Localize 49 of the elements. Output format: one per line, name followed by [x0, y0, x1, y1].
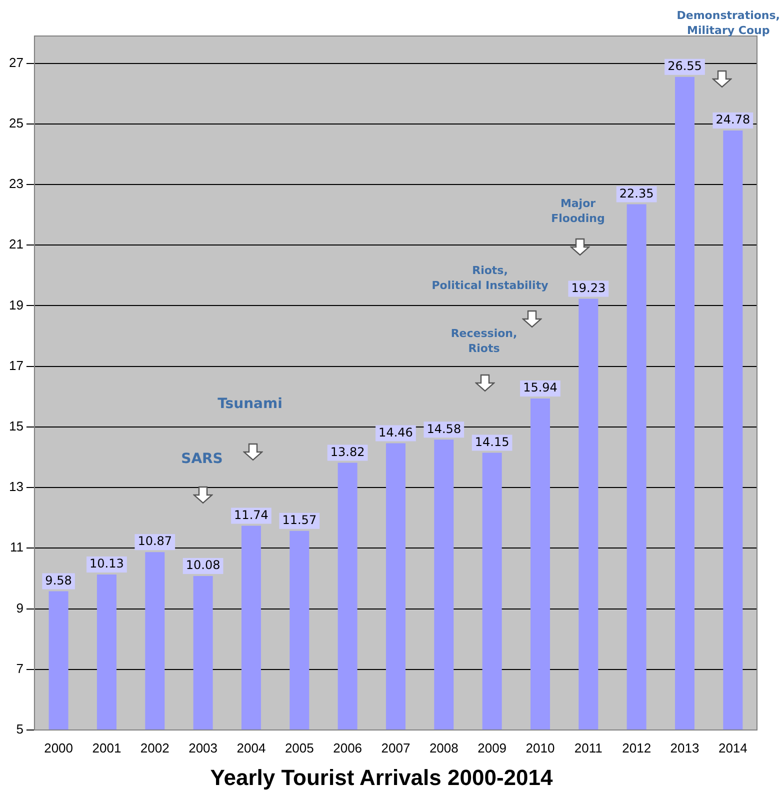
- data-label: 10.87: [138, 534, 172, 548]
- y-tick-label: 11: [10, 540, 24, 555]
- data-label: 14.15: [474, 434, 510, 449]
- x-tick-label: 2000: [44, 740, 74, 756]
- data-label: 10.08: [186, 558, 220, 572]
- data-label: 10.13: [90, 556, 124, 571]
- data-label: 9.58: [45, 573, 72, 588]
- annotation: Recession, Riots: [450, 326, 518, 356]
- data-label: 14.46: [378, 425, 413, 440]
- y-tick-label: 13: [8, 479, 24, 494]
- data-label: 11.74: [234, 508, 268, 522]
- annotation: Tsunami: [218, 396, 282, 412]
- data-label: 19.23: [571, 280, 606, 295]
- x-tick-label: 2006: [333, 740, 362, 756]
- x-tick-label: 2007: [381, 740, 410, 756]
- annotation: Major Flooding: [551, 196, 605, 226]
- y-tick-label: 15: [8, 418, 24, 434]
- y-tick-label: 17: [8, 358, 24, 373]
- x-tick-label: 2010: [526, 740, 555, 756]
- x-tick-label: 2005: [284, 740, 314, 756]
- annotation: Riots, Political Instability: [432, 263, 548, 293]
- y-tick-label: 27: [8, 54, 24, 70]
- y-tick-label: 21: [8, 236, 24, 252]
- x-tick-label: 2008: [429, 740, 458, 756]
- x-tick-label: 2011: [574, 740, 602, 756]
- data-label: 13.82: [330, 444, 365, 459]
- annotation: Demonstrations, Military Coup: [676, 8, 780, 38]
- data-label: 11.57: [282, 513, 317, 528]
- data-label: 22.35: [619, 186, 654, 200]
- data-label: 15.94: [523, 380, 558, 395]
- x-tick-label: 2009: [478, 740, 507, 756]
- x-tick-label: 2013: [670, 740, 700, 756]
- y-tick-label: 9: [16, 600, 24, 616]
- x-tick-label: 2014: [718, 740, 748, 756]
- x-tick-label: 2001: [92, 740, 122, 756]
- y-tick-label: 19: [8, 297, 24, 312]
- data-label: 26.55: [668, 59, 702, 74]
- data-label: 14.58: [426, 422, 462, 436]
- x-tick-label: 2003: [188, 740, 218, 756]
- y-tick-label: 25: [8, 115, 24, 130]
- x-tick-label: 2004: [236, 740, 266, 756]
- data-label: 24.78: [716, 112, 750, 127]
- y-tick-label: 23: [8, 176, 24, 192]
- text: Yearly Tourist Arrivals 2000-2014: [210, 764, 554, 790]
- y-tick-label: 5: [16, 722, 24, 737]
- x-tick-label: 2012: [622, 740, 652, 756]
- x-tick-label: 2002: [140, 740, 170, 756]
- annotation: SARS: [181, 451, 223, 467]
- y-tick-label: 7: [16, 660, 24, 676]
